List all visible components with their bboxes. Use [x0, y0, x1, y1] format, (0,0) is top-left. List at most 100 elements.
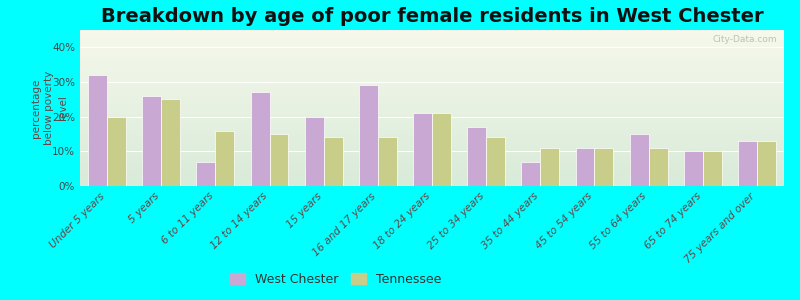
Bar [594, 148, 614, 186]
Bar [80, 131, 784, 133]
Bar [305, 117, 324, 186]
Bar [80, 180, 784, 181]
Bar [649, 148, 667, 186]
Bar [80, 85, 784, 86]
Bar [80, 138, 784, 139]
Bar [80, 170, 784, 172]
Bar [80, 141, 784, 142]
Bar [80, 105, 784, 106]
Bar [80, 74, 784, 75]
Bar [80, 147, 784, 148]
Bar [80, 177, 784, 178]
Bar [80, 103, 784, 105]
Bar [80, 167, 784, 169]
Bar [80, 60, 784, 61]
Bar [80, 152, 784, 153]
Bar [80, 38, 784, 39]
Bar [80, 153, 784, 155]
Bar [80, 160, 784, 161]
Bar [80, 70, 784, 72]
Bar [80, 55, 784, 56]
Bar [80, 184, 784, 186]
Bar [378, 137, 397, 186]
Bar [80, 64, 784, 66]
Bar [80, 183, 784, 184]
Bar [757, 141, 776, 186]
Bar [215, 130, 234, 186]
Bar [197, 162, 215, 186]
Bar [80, 89, 784, 91]
Bar [80, 50, 784, 52]
Bar [80, 108, 784, 110]
Bar [80, 91, 784, 92]
Bar [80, 122, 784, 124]
Legend: West Chester, Tennessee: West Chester, Tennessee [226, 268, 446, 291]
Bar [324, 137, 342, 186]
Bar [80, 166, 784, 167]
Bar [80, 52, 784, 53]
Bar [80, 136, 784, 138]
Bar [80, 114, 784, 116]
Bar [80, 49, 784, 50]
Bar [432, 113, 451, 186]
Bar [88, 75, 107, 186]
Bar [80, 111, 784, 113]
Bar [80, 41, 784, 43]
Bar [80, 99, 784, 100]
Bar [80, 175, 784, 177]
Bar [80, 164, 784, 166]
Bar [80, 178, 784, 180]
Bar [80, 56, 784, 58]
Bar [486, 137, 505, 186]
Title: Breakdown by age of poor female residents in West Chester: Breakdown by age of poor female resident… [101, 7, 763, 26]
Bar [80, 47, 784, 49]
Bar [107, 117, 126, 186]
Bar [80, 86, 784, 88]
Bar [80, 75, 784, 77]
Bar [80, 88, 784, 89]
Bar [80, 119, 784, 121]
Bar [467, 127, 486, 186]
Bar [413, 113, 432, 186]
Bar [80, 80, 784, 82]
Bar [80, 158, 784, 160]
Bar [80, 181, 784, 183]
Bar [80, 155, 784, 156]
Bar [80, 77, 784, 78]
Bar [522, 162, 540, 186]
Bar [80, 127, 784, 128]
Bar [575, 148, 594, 186]
Bar [80, 148, 784, 150]
Bar [80, 36, 784, 38]
Bar [80, 133, 784, 134]
Bar [80, 134, 784, 136]
Bar [80, 92, 784, 94]
Bar [540, 148, 559, 186]
Bar [630, 134, 649, 186]
Bar [80, 161, 784, 163]
Bar [80, 100, 784, 102]
Bar [359, 85, 378, 186]
Bar [738, 141, 757, 186]
Bar [80, 43, 784, 44]
Bar [270, 134, 289, 186]
Bar [80, 106, 784, 108]
Text: City-Data.com: City-Data.com [712, 35, 777, 44]
Bar [80, 173, 784, 175]
Bar [80, 53, 784, 55]
Bar [80, 61, 784, 63]
Bar [80, 121, 784, 122]
Bar [80, 78, 784, 80]
Bar [80, 146, 784, 147]
Bar [80, 117, 784, 119]
Bar [80, 113, 784, 114]
Bar [80, 172, 784, 173]
Bar [80, 163, 784, 164]
Bar [80, 156, 784, 158]
Bar [250, 92, 270, 186]
Bar [80, 169, 784, 170]
Bar [162, 99, 180, 186]
Bar [80, 125, 784, 127]
Bar [80, 63, 784, 64]
Bar [80, 97, 784, 99]
